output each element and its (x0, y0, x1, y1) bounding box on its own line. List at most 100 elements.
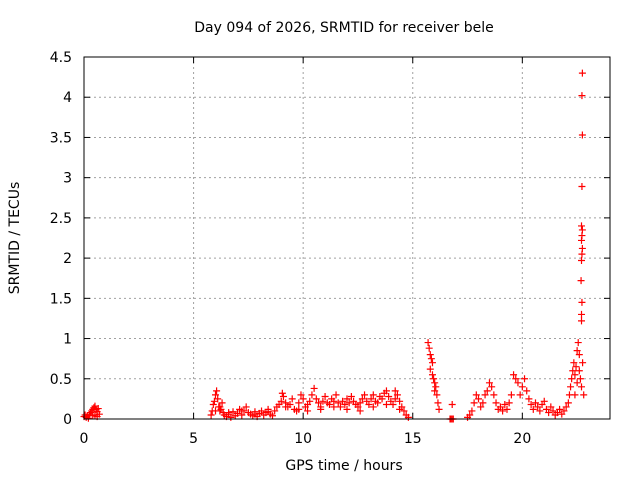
data-point (514, 379, 522, 387)
data-point (321, 392, 329, 400)
data-point (578, 222, 586, 230)
data-point (317, 405, 325, 413)
data-points (80, 69, 588, 423)
y-tick-label: 0 (63, 412, 72, 428)
data-point (485, 379, 493, 387)
data-point (282, 403, 290, 411)
data-point (426, 365, 434, 373)
data-point (343, 395, 351, 403)
data-point (315, 399, 323, 407)
data-point (521, 375, 529, 383)
y-tick-label: 0.5 (50, 372, 72, 388)
data-point (472, 391, 480, 399)
data-point (432, 383, 440, 391)
data-point (233, 409, 241, 417)
data-point (529, 405, 537, 413)
data-point (481, 391, 489, 399)
data-point (391, 387, 399, 395)
data-point (576, 375, 584, 383)
data-point (568, 375, 576, 383)
data-point (573, 347, 581, 355)
data-point (503, 405, 511, 413)
data-point (578, 317, 586, 325)
data-point (212, 391, 219, 399)
y-tick-label: 3 (63, 171, 72, 187)
data-point (475, 395, 482, 403)
data-point (527, 401, 535, 409)
data-point (578, 310, 586, 318)
y-tick-label: 4 (63, 90, 72, 106)
data-point (268, 412, 276, 420)
data-point (214, 395, 222, 403)
data-point (578, 183, 586, 191)
data-point (361, 391, 369, 399)
data-point (251, 410, 259, 418)
data-point (374, 399, 382, 407)
data-point (512, 375, 520, 383)
data-point (286, 401, 294, 409)
data-point (382, 387, 390, 395)
data-point (564, 399, 572, 407)
data-point (225, 409, 233, 417)
x-tick-label: 15 (404, 431, 422, 447)
y-tick-label: 4.5 (50, 50, 72, 66)
data-point (578, 244, 586, 252)
axis-ticks: 0 0.5 1 1.5 2 2.5 3 3.5 4 4.5 0 5 10 15 20 (50, 50, 610, 447)
data-point (523, 387, 531, 395)
data-point (536, 407, 544, 415)
x-axis-label: GPS time / hours (285, 458, 402, 474)
data-point (271, 407, 279, 415)
data-point (483, 387, 491, 395)
data-point (277, 397, 285, 405)
data-point (577, 277, 585, 285)
data-point (571, 391, 579, 399)
data-point (295, 405, 303, 413)
data-point (336, 403, 344, 411)
data-point (531, 399, 539, 407)
data-point (312, 395, 320, 403)
data-point (578, 298, 586, 306)
data-point (575, 367, 583, 375)
data-point (396, 405, 404, 413)
data-point (297, 391, 305, 399)
y-tick-label: 3.5 (50, 130, 72, 146)
data-point (562, 403, 570, 411)
data-point (207, 411, 215, 419)
data-point (382, 401, 390, 409)
data-point (510, 371, 518, 379)
data-point (425, 344, 433, 352)
data-point (556, 405, 564, 413)
data-point (308, 391, 316, 399)
data-point (213, 387, 221, 395)
y-axis-label: SRMTID / TECUs (7, 182, 23, 295)
data-point (507, 391, 515, 399)
data-point (229, 408, 237, 416)
data-point (488, 383, 496, 391)
data-point (238, 407, 246, 415)
data-point (227, 413, 235, 421)
grid (84, 57, 610, 419)
data-point (448, 401, 456, 409)
data-point (545, 409, 553, 417)
data-point (567, 383, 575, 391)
data-point (499, 407, 507, 415)
data-point (578, 69, 586, 77)
data-point (569, 367, 577, 375)
data-point (345, 399, 353, 407)
y-tick-label: 2.5 (50, 211, 72, 227)
data-point (560, 407, 568, 415)
data-point (435, 405, 443, 413)
data-point (574, 339, 582, 347)
data-point (389, 401, 397, 409)
data-point (369, 391, 377, 399)
data-point (396, 397, 404, 405)
data-point (356, 399, 364, 407)
data-point (343, 405, 351, 413)
y-tick-label: 2 (63, 251, 72, 267)
data-point (330, 403, 338, 411)
x-tick-label: 10 (294, 431, 312, 447)
data-point (365, 401, 373, 409)
data-point (433, 391, 441, 399)
data-point (492, 399, 500, 407)
data-point (325, 401, 333, 409)
